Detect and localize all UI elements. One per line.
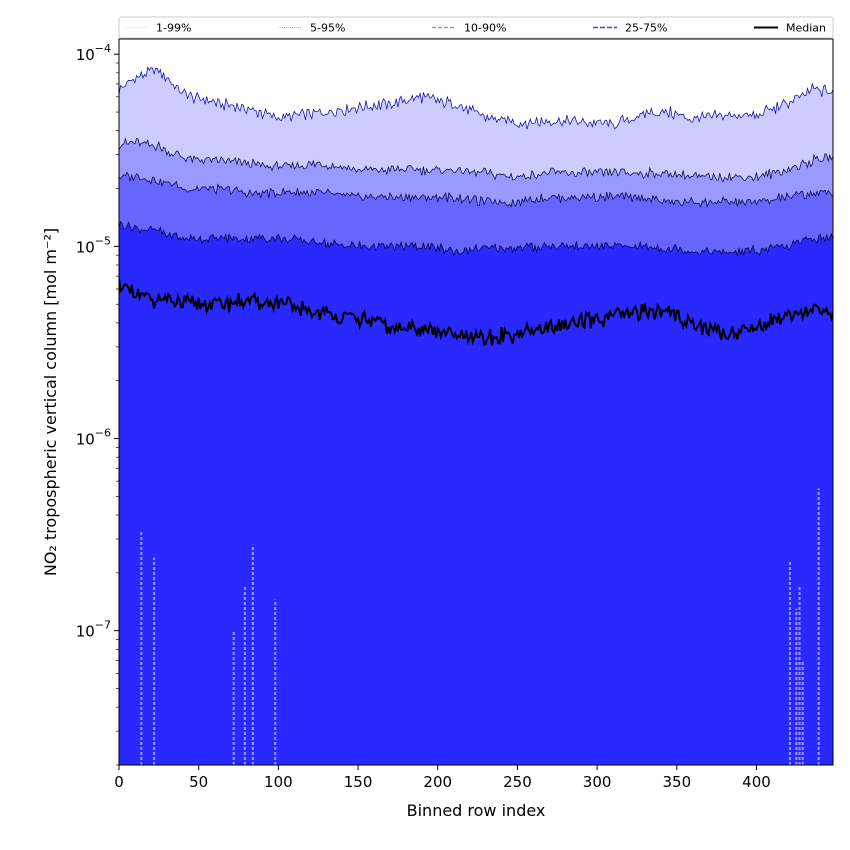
legend: 1-99% 5-95% 10-90% 25-75% Median — [118, 16, 834, 39]
y-tick-label: 10−5 — [76, 234, 111, 256]
band-10-90-edge — [119, 171, 833, 208]
legend-label: 5-95% — [310, 22, 345, 35]
x-tick-label: 350 — [662, 773, 691, 791]
legend-box — [118, 16, 834, 39]
legend-label: 25-75% — [625, 22, 667, 35]
band-25-75-area — [119, 221, 833, 765]
bands-group — [119, 66, 833, 765]
band-5-95-edge — [119, 137, 833, 183]
y-tick-label: 10−4 — [76, 42, 111, 64]
y-tick-label: 10−7 — [76, 619, 111, 641]
x-tick-label: 200 — [423, 773, 452, 791]
plot-area: 0 50 100 150 200 250 300 350 400 10−7 10−6 10−5 10−4… — [41, 38, 834, 820]
x-tick-label: 300 — [583, 773, 612, 791]
legend-label: 10-90% — [464, 22, 506, 35]
band-25-75-edge — [119, 220, 833, 257]
plot-frame — [118, 38, 834, 766]
x-axis-label: Binned row index — [407, 801, 546, 820]
y-axis-label: NO₂ tropospheric vertical column [mol m⁻… — [41, 228, 60, 576]
y-tick-label: 10−6 — [76, 427, 111, 449]
legend-label: 1-99% — [156, 22, 191, 35]
median-line — [119, 278, 833, 346]
x-tick-label: 0 — [114, 773, 124, 791]
legend-label: Median — [786, 22, 826, 35]
x-tick-label: 250 — [503, 773, 532, 791]
band-1-99-edge — [119, 66, 833, 130]
x-tick-label: 100 — [264, 773, 293, 791]
x-tick-label: 50 — [189, 773, 208, 791]
x-tick-label: 400 — [742, 773, 771, 791]
x-tick-label: 150 — [344, 773, 373, 791]
